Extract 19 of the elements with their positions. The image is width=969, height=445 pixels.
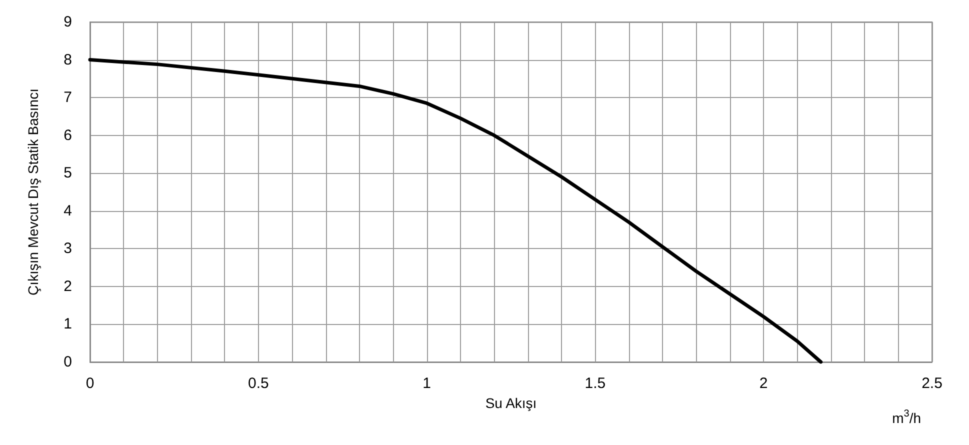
y-tick-label: 8 (64, 51, 72, 68)
y-tick-label: 9 (64, 14, 72, 30)
y-tick-label: 5 (64, 164, 72, 182)
y-tick-label: 3 (64, 240, 72, 258)
x-tick-label: 1.5 (584, 375, 606, 392)
x-tick-label: 0 (86, 375, 94, 392)
y-tick-label: 2 (64, 278, 72, 295)
x-tick-label: 1 (422, 375, 431, 392)
x-axis-title: Su Akışı (485, 395, 537, 411)
line-series (88, 58, 823, 364)
y-tick-label: 6 (64, 126, 72, 144)
y-tick-label: 0 (64, 354, 72, 370)
x-tick-label: 2.5 (922, 375, 942, 392)
x-tick-label: 2 (759, 375, 768, 392)
y-axis-title: Çıkışın Mevcut Dış Statik Basıncı (25, 88, 41, 296)
y-tick-label: 4 (64, 202, 72, 220)
y-tick-label: 1 (64, 316, 72, 333)
y-tick-label: 7 (64, 89, 72, 106)
x-tick-label: 0.5 (248, 375, 269, 392)
